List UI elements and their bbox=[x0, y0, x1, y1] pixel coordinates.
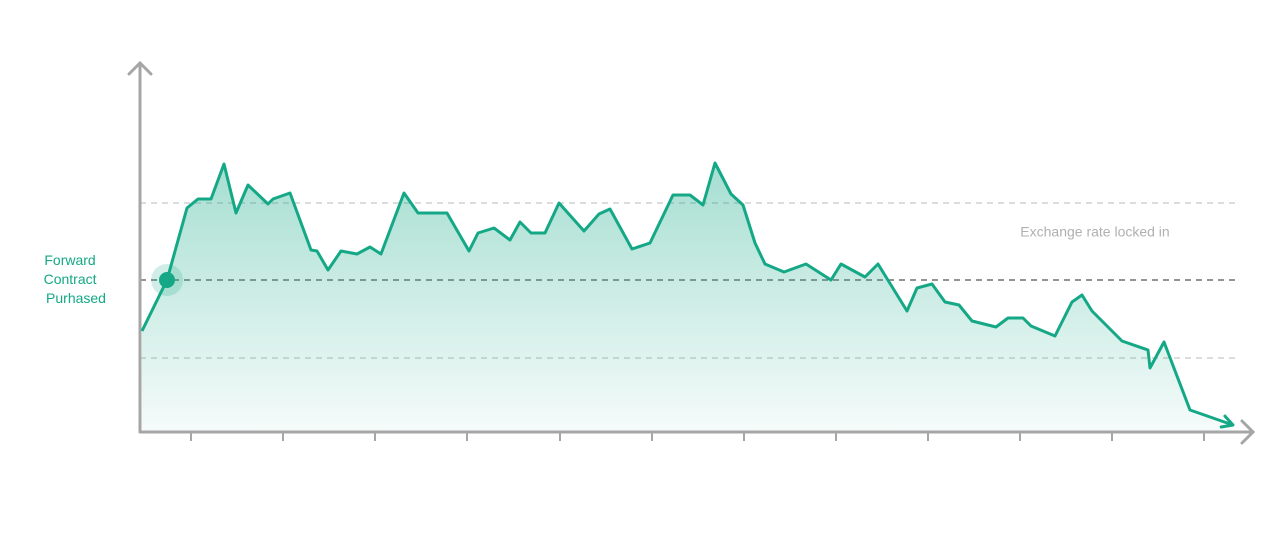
x-axis-arrow bbox=[1240, 419, 1256, 445]
marker bbox=[159, 272, 175, 288]
line bbox=[140, 161, 1234, 427]
annotation-line: Purhased bbox=[46, 290, 106, 306]
annotation: Forward Contract Purhased bbox=[44, 252, 106, 306]
annotation-line: Contract bbox=[44, 271, 97, 287]
area bbox=[142, 163, 1233, 432]
line-arrow bbox=[1219, 414, 1235, 429]
reference-label: Exchange rate locked in bbox=[1020, 224, 1169, 240]
y-axis-arrow bbox=[127, 60, 153, 76]
axes bbox=[127, 60, 1256, 445]
annotation-line: Forward bbox=[44, 252, 95, 268]
